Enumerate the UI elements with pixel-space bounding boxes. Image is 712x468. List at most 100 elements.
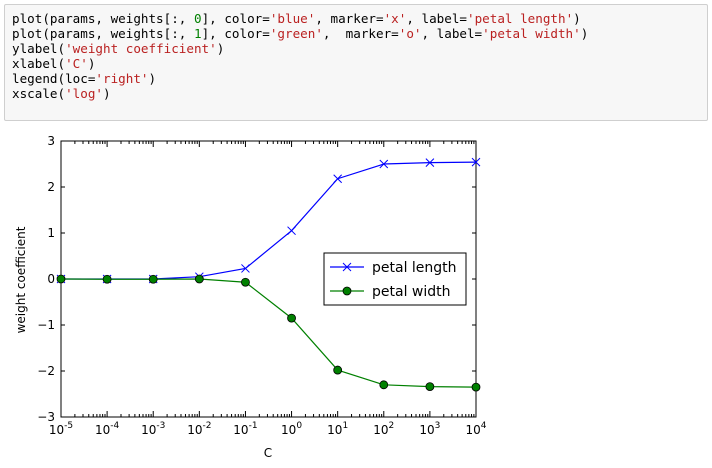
data-point xyxy=(148,274,158,284)
code-token: ylabel( xyxy=(12,41,66,57)
legend-marker xyxy=(342,262,352,272)
code-token: ) xyxy=(573,11,581,26)
x-tick-base: 10 xyxy=(465,423,480,437)
data-point xyxy=(241,264,250,273)
code-token: 1 xyxy=(193,26,202,42)
code-token: ) xyxy=(87,56,96,72)
code-token: 'petal width' xyxy=(482,26,581,42)
data-point xyxy=(379,380,389,390)
code-cell[interactable]: plot(params, weights[:, 0], color='blue'… xyxy=(4,4,708,121)
marker-stroke xyxy=(287,226,296,236)
code-token: 'log' xyxy=(65,86,103,102)
code-token: 'blue' xyxy=(269,11,316,26)
data-point xyxy=(425,382,435,392)
y-tick-label: 0 xyxy=(47,272,55,286)
marker-stroke xyxy=(333,174,343,184)
x-tick-base: 10 xyxy=(419,423,434,437)
code-token: ) xyxy=(148,71,157,87)
series-petal-width xyxy=(56,274,481,392)
x-tick-exponent: -2 xyxy=(202,421,211,431)
code-token: 'x' xyxy=(383,11,407,26)
x-tick-label: 10-1 xyxy=(233,421,257,437)
code-token: , label= xyxy=(421,26,483,42)
marker-stroke xyxy=(342,262,352,272)
marker-stroke xyxy=(241,264,250,273)
code-token: 'weight coefficient' xyxy=(65,41,217,57)
code-token: 'C' xyxy=(65,56,88,72)
code-token: plot(params, weights[:, xyxy=(12,26,194,42)
legend-label: petal length xyxy=(372,260,457,276)
x-tick-base: 10 xyxy=(373,423,388,437)
data-point xyxy=(471,382,481,392)
x-axis-label: C xyxy=(264,446,272,460)
data-point xyxy=(287,313,296,323)
code-line: plot(params, weights[:, 1], color='green… xyxy=(12,26,588,41)
code-line: ylabel('weight coefficient') xyxy=(12,41,588,56)
code-token: ) xyxy=(580,26,589,42)
data-point xyxy=(425,158,435,167)
code-line: legend(loc='right') xyxy=(12,71,588,86)
code-token: legend(loc= xyxy=(12,71,96,87)
data-point xyxy=(333,174,343,184)
code-line: plot(params, weights[:, 0], color='blue'… xyxy=(12,11,588,26)
code-line: xscale('log') xyxy=(12,86,588,101)
data-point xyxy=(194,274,204,284)
code-block[interactable]: plot(params, weights[:, 0], color='blue'… xyxy=(12,11,588,102)
code-token: plot(params, weights[:, xyxy=(12,11,194,26)
legend-box xyxy=(323,252,467,306)
y-tick-label: 2 xyxy=(47,180,55,194)
code-token: , marker= xyxy=(315,11,384,26)
y-axis-label: weight coefficient xyxy=(14,226,28,333)
code-token: 'green' xyxy=(269,26,323,42)
x-tick-label: 10-4 xyxy=(95,421,120,437)
data-point xyxy=(471,157,481,167)
code-token: 'o' xyxy=(398,26,422,42)
legend: petal length petal width xyxy=(323,252,467,306)
code-token: xlabel( xyxy=(12,56,66,72)
x-tick-base: 10 xyxy=(233,423,248,437)
y-tick-label: −2 xyxy=(37,364,55,378)
x-tick-label: 100 xyxy=(281,421,302,437)
data-point xyxy=(379,159,389,169)
x-tick-exponent: 0 xyxy=(296,421,302,431)
x-tick-exponent: 4 xyxy=(481,421,487,431)
data-point xyxy=(333,365,343,375)
code-token: xscale( xyxy=(12,86,66,102)
x-tick-exponent: 2 xyxy=(389,421,395,431)
x-tick-label: 103 xyxy=(419,421,440,437)
x-tick-label: 10-5 xyxy=(49,421,73,437)
x-tick-base: 10 xyxy=(187,423,202,437)
x-tick-label: 102 xyxy=(373,421,394,437)
code-token: 0 xyxy=(193,11,202,26)
x-tick-label: 10-3 xyxy=(141,421,165,437)
code-token: ], color= xyxy=(201,26,270,42)
x-tick-base: 10 xyxy=(141,423,156,437)
data-point xyxy=(56,274,66,284)
data-point xyxy=(241,277,250,287)
code-token: , marker= xyxy=(322,26,399,42)
x-tick-base: 10 xyxy=(49,423,64,437)
marker-stroke xyxy=(425,158,435,167)
marker-stroke xyxy=(379,159,389,169)
x-tick-base: 10 xyxy=(95,423,110,437)
data-point xyxy=(102,274,112,284)
x-tick-label: 10-2 xyxy=(187,421,211,437)
x-tick-exponent: 1 xyxy=(342,421,348,431)
x-tick-exponent: 3 xyxy=(435,421,441,431)
code-token: ) xyxy=(103,86,111,102)
x-tick-exponent: -4 xyxy=(110,421,119,431)
x-tick-label: 101 xyxy=(327,421,348,437)
x-tick-base: 10 xyxy=(327,423,342,437)
x-tick-exponent: -1 xyxy=(249,421,258,431)
code-token: , label= xyxy=(406,11,467,26)
y-tick-label: 3 xyxy=(47,134,55,148)
x-tick-base: 10 xyxy=(281,423,296,437)
marker-stroke xyxy=(471,157,481,167)
legend-label: petal width xyxy=(372,284,451,300)
y-tick-label: −3 xyxy=(37,410,55,424)
code-line: xlabel('C') xyxy=(12,56,588,71)
x-tick-label: 104 xyxy=(465,421,486,437)
x-tick-exponent: -3 xyxy=(156,421,165,431)
